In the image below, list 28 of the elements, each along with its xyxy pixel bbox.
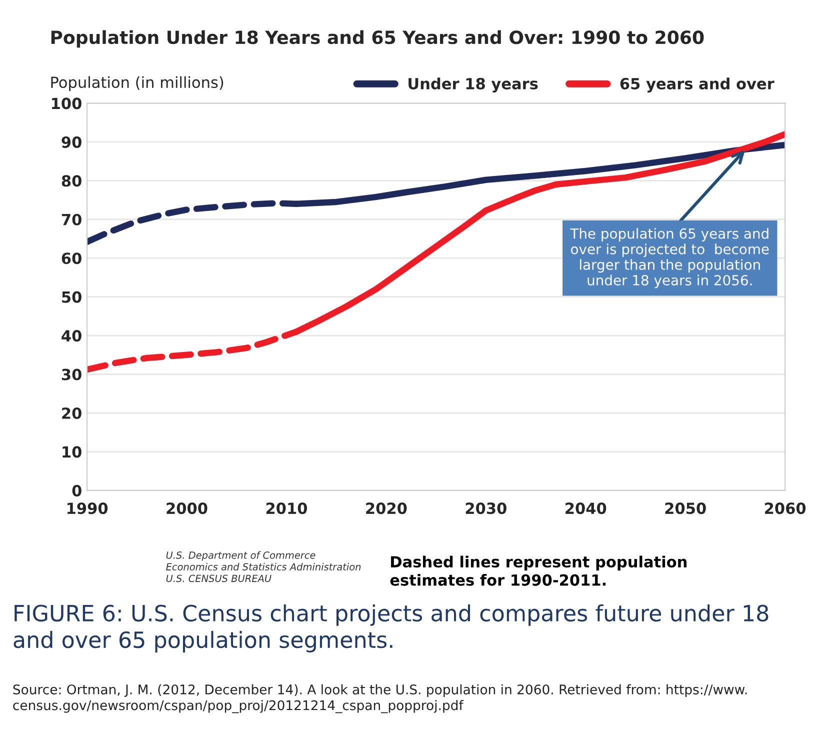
y-tick-label: 40 bbox=[62, 330, 82, 342]
legend-label: Under 18 years bbox=[408, 78, 538, 93]
y-tick-label: 90 bbox=[62, 136, 82, 148]
annotation: The population 65 years and over is projected to become larger than the population under 18 years in 2056. bbox=[570, 228, 769, 288]
y-tick-label: 60 bbox=[62, 252, 82, 264]
y-tick-label: 30 bbox=[62, 368, 82, 380]
y-tick-label: 70 bbox=[62, 214, 82, 226]
y-tick-label: 80 bbox=[62, 175, 82, 187]
chart-title: Population Under 18 Years and 65 Years and Over: 1990 to 2060 bbox=[51, 30, 704, 48]
y-tick-label: 0 bbox=[72, 484, 82, 496]
text: U.S. Department of Commerce Economics and Statistics Administration U.S. CENSUS BUREAU bbox=[166, 551, 361, 582]
y-tick-label: 50 bbox=[62, 291, 82, 303]
x-tick-label: 1990 bbox=[68, 502, 108, 514]
x-tick-label: 2030 bbox=[466, 502, 506, 514]
x-tick-label: 2010 bbox=[266, 502, 308, 514]
source-note: Source: Ortman, J. M. (2012, December 14). A look at the U.S. population in 2060. Retrieved from: https://www. census.gov/newsroom/cspan/pop_proj/20121214_cspan_popproj.pdf bbox=[13, 684, 747, 714]
x-tick-label: 2020 bbox=[366, 502, 407, 514]
x-tick-label: 2000 bbox=[166, 502, 208, 514]
legend-label: 65 years and over bbox=[620, 78, 774, 93]
y-tick-label: 20 bbox=[62, 407, 82, 420]
x-tick-label: 2060 bbox=[765, 502, 806, 514]
y-tick-label: 100 bbox=[52, 98, 82, 110]
text: Dashed lines represent population estimates for 1990-2011. bbox=[390, 556, 687, 586]
y-axis-title: Population (in millions) bbox=[51, 76, 224, 92]
x-tick-label: 2050 bbox=[665, 502, 706, 514]
caption: FIGURE 6: U.S. Census chart projects and compares future under 18 and over 65 population segments. bbox=[14, 604, 768, 652]
y-tick-label: 10 bbox=[62, 446, 82, 458]
x-tick-label: 2040 bbox=[566, 502, 606, 514]
